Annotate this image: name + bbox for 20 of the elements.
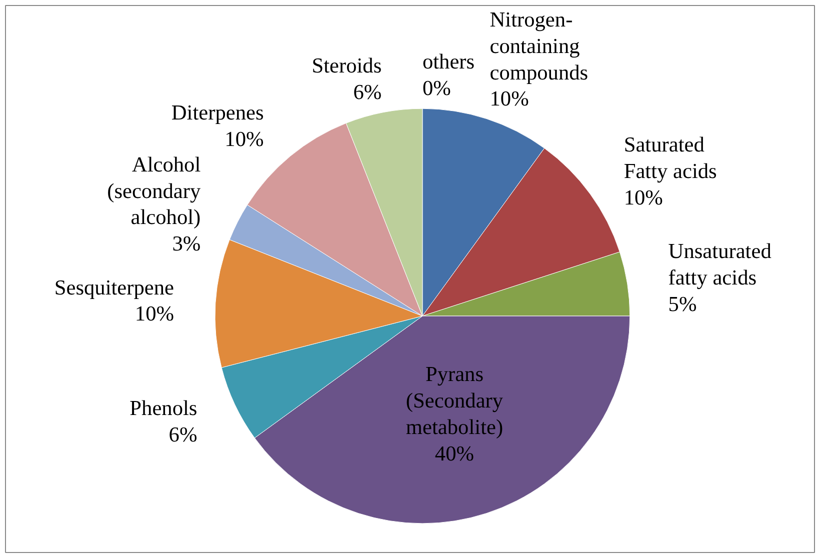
data-label: 3%: [172, 232, 201, 256]
data-label: 10%: [624, 185, 664, 210]
slice-label: Alcohol (secondary alcohol): [107, 152, 201, 230]
slice-label: Diterpenes: [171, 100, 264, 125]
data-label: 10%: [224, 127, 264, 152]
data-label: 10%: [134, 302, 174, 326]
slice-label: Unsaturated fatty acids: [668, 239, 772, 290]
data-label: 6%: [168, 422, 198, 446]
data-label: 40%: [434, 441, 474, 466]
slice-label: Phenols: [130, 396, 198, 420]
slice-label: Saturated Fatty acids: [624, 132, 717, 183]
data-label: 6%: [353, 80, 382, 104]
data-label: 10%: [490, 86, 530, 111]
slice-label: Pyrans (Secondary metabolite): [406, 362, 504, 439]
data-label: 5%: [668, 292, 697, 316]
text: 0%: [422, 76, 451, 100]
slice-label: Nitrogen- containing compounds: [490, 7, 588, 84]
slice-label: Steroids: [312, 54, 382, 78]
category-label: others: [422, 50, 475, 74]
slice-label: Sesquiterpene: [54, 275, 174, 300]
